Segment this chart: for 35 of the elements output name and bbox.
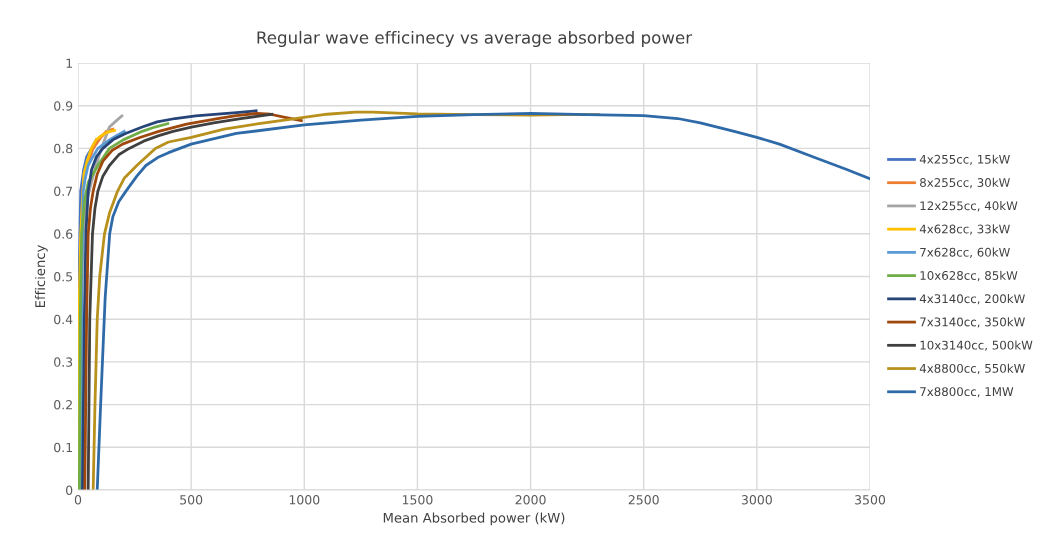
y-axis-title: Efficiency xyxy=(34,245,48,308)
y-tick-label: 0.7 xyxy=(54,186,73,197)
legend-label: 4x3140cc, 200kW xyxy=(919,294,1025,305)
x-tick-label: 500 xyxy=(180,495,203,505)
legend-label: 7x628cc, 60kW xyxy=(920,247,1010,258)
legend-label: 7x3140cc, 350kW xyxy=(920,317,1025,328)
y-tick-label: 1 xyxy=(66,58,72,68)
line-series xyxy=(78,122,170,490)
x-axis-title: Mean Absorbed power (kW) xyxy=(383,512,565,526)
y-tick-label: 0.1 xyxy=(54,442,72,453)
legend-label: 10x3140cc, 500kW xyxy=(920,340,1033,351)
x-tick-label: 0 xyxy=(74,495,82,505)
legend-label: 10x628cc, 85kW xyxy=(920,270,1018,282)
x-tick-label: 2500 xyxy=(628,495,659,505)
y-tick-label: 0.9 xyxy=(54,101,73,111)
x-tick-label: 1500 xyxy=(402,495,433,505)
legend-label: 7x8800cc, 1MW xyxy=(920,387,1014,398)
y-tick-label: 0 xyxy=(66,485,73,495)
x-tick-label: 1000 xyxy=(289,495,320,505)
line-series xyxy=(95,112,870,490)
y-tick-label: 0.4 xyxy=(54,314,73,325)
legend-label: 4x628cc, 33kW xyxy=(919,224,1010,235)
chart-title: Regular wave efficinecy vs average absorbed power xyxy=(257,30,693,48)
legend-label: 12x255cc, 40kW xyxy=(920,201,1018,212)
y-tick-label: 0.3 xyxy=(54,357,73,367)
legend-label: 4x8800cc, 550kW xyxy=(919,363,1025,375)
y-tick-label: 0.6 xyxy=(54,229,73,239)
y-tick-label: 0.5 xyxy=(54,271,73,282)
x-tick-label: 2000 xyxy=(515,495,546,505)
x-tick-label: 3000 xyxy=(741,495,772,505)
legend-label: 8x255cc, 30kW xyxy=(920,177,1010,189)
legend-label: 4x255cc, 15kW xyxy=(919,154,1010,165)
y-tick-label: 0.2 xyxy=(54,400,72,410)
y-tick-label: 0.8 xyxy=(54,143,73,154)
x-tick-label: 3500 xyxy=(855,495,886,505)
